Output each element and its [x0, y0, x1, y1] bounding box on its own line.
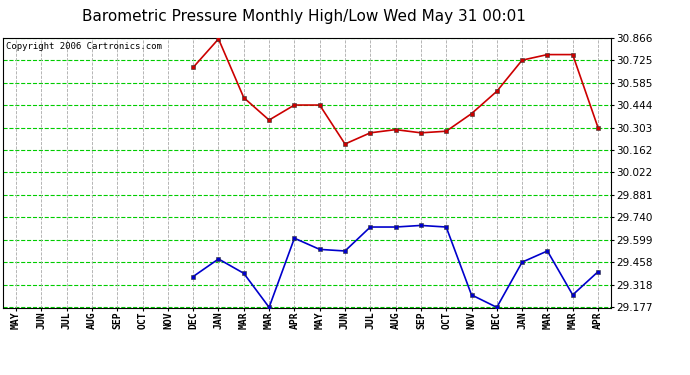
Text: Copyright 2006 Cartronics.com: Copyright 2006 Cartronics.com: [6, 42, 162, 51]
Text: Barometric Pressure Monthly High/Low Wed May 31 00:01: Barometric Pressure Monthly High/Low Wed…: [81, 9, 526, 24]
